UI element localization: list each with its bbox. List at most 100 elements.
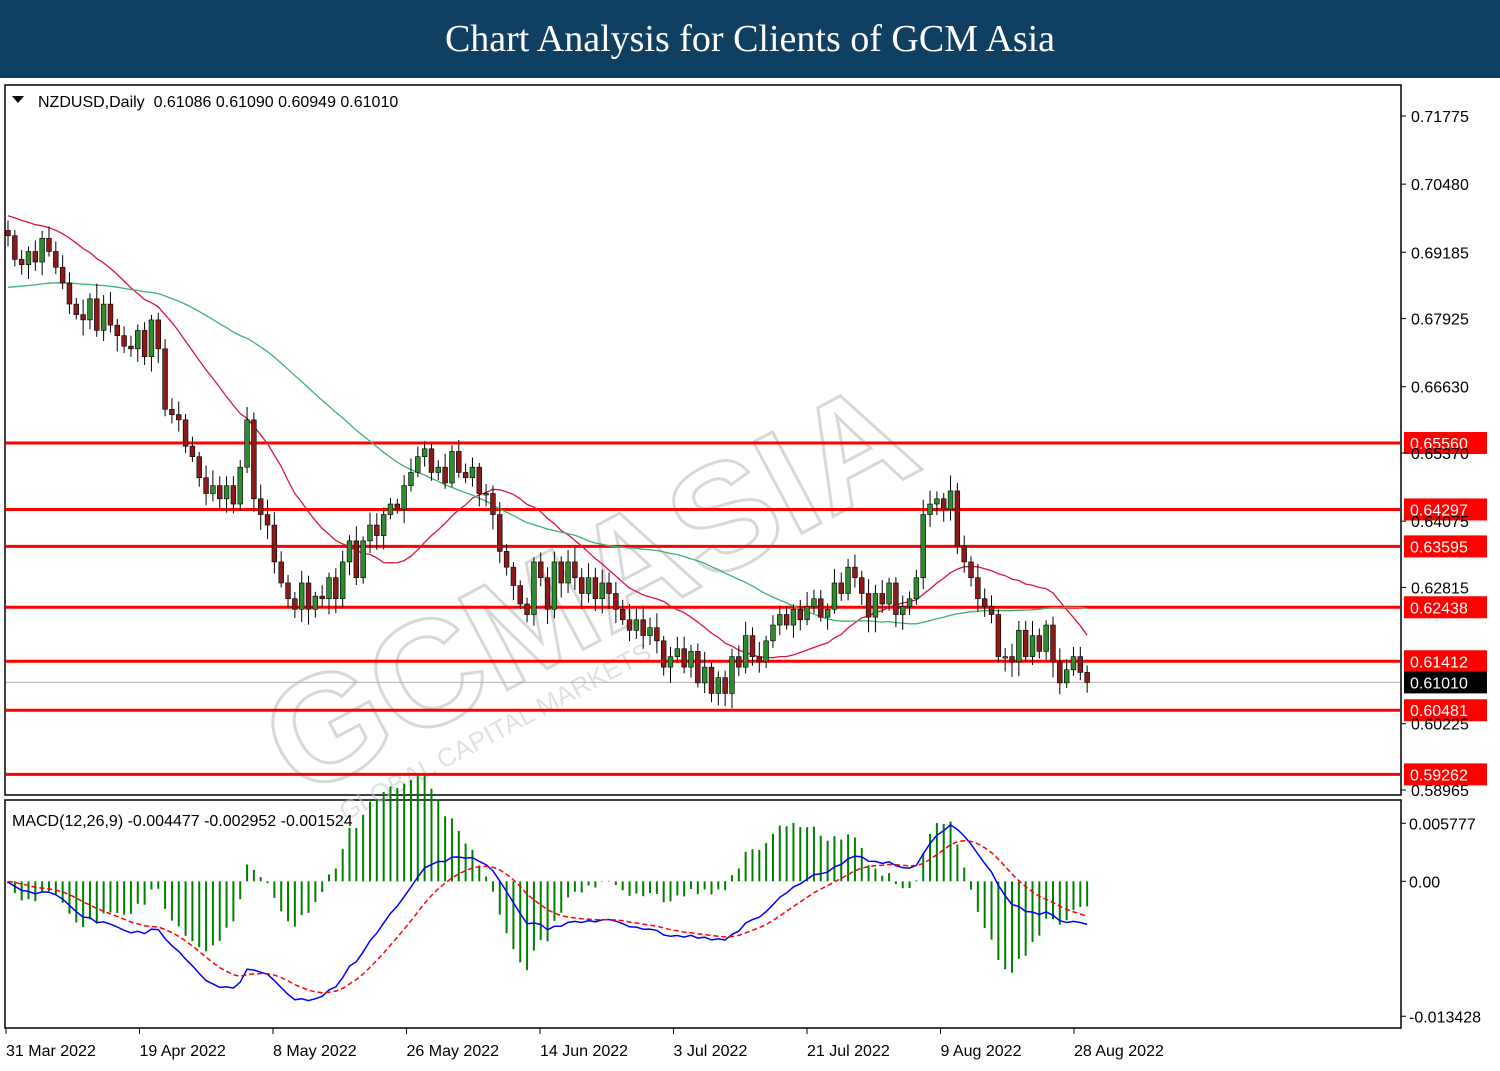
candle-body (217, 485, 223, 500)
y-tick-label: 0.62815 (1411, 580, 1469, 597)
candle-body (1057, 661, 1063, 684)
candle-body (319, 595, 325, 600)
candle-body (490, 493, 496, 515)
candle-body (25, 251, 32, 265)
candle-body (135, 330, 141, 350)
candle-body (210, 485, 216, 494)
candle-body (818, 598, 824, 618)
level-label: 0.60481 (1410, 703, 1468, 720)
candle-body (572, 561, 578, 578)
candle-body (415, 456, 421, 473)
candle-body (196, 456, 202, 479)
candle-body (326, 577, 332, 600)
candle-body (988, 606, 995, 615)
candle-body (203, 477, 209, 494)
candle-body (312, 595, 319, 610)
candle-body (715, 677, 722, 694)
candle-body (46, 238, 52, 252)
macd-tick-label: -0.013428 (1409, 1009, 1481, 1026)
level-label: 0.62438 (1410, 600, 1468, 617)
candle-body (708, 666, 715, 694)
x-tick-label: 8 May 2022 (273, 1043, 357, 1060)
candle-body (538, 561, 544, 578)
x-tick-label: 28 Aug 2022 (1074, 1043, 1164, 1060)
candle-body (838, 582, 844, 594)
candles (5, 220, 1090, 709)
candle-body (961, 545, 967, 563)
candle-body (449, 451, 455, 484)
candle-body (497, 514, 503, 552)
candle-body (339, 561, 346, 600)
candle-body (1063, 669, 1070, 684)
candle-body (305, 582, 312, 610)
candle-body (913, 577, 920, 600)
macd-header: MACD(12,26,9) -0.004477 -0.002952 -0.001… (12, 813, 353, 830)
candle-body (264, 514, 271, 526)
candle-body (565, 561, 571, 584)
candle-body (654, 627, 660, 642)
candle-body (579, 577, 585, 594)
candle-body (968, 561, 974, 578)
candle-body (544, 577, 551, 610)
candle-body (1016, 630, 1022, 663)
y-tick-label: 0.60225 (1411, 717, 1469, 734)
candle-body (141, 330, 148, 358)
candle-body (182, 419, 189, 447)
level-label-bg (1404, 763, 1487, 786)
candle-body (777, 614, 783, 626)
y-tick-label: 0.71775 (1411, 109, 1469, 126)
candle-body (32, 251, 39, 263)
level-label-bg (1404, 498, 1487, 521)
x-tick-label: 9 Aug 2022 (941, 1043, 1022, 1060)
candle-body (804, 606, 810, 621)
candle-body (292, 598, 298, 610)
candle-body (169, 409, 175, 415)
candle-body (613, 593, 619, 610)
levels-layer: 0.65560 0.64297 0.63595 0.62438 0.61412 0.604… (6, 432, 1487, 786)
candle-body (258, 498, 264, 515)
candle-body (360, 540, 366, 578)
macd-panel (4, 799, 1402, 1029)
y-tick-label: 0.66630 (1411, 380, 1469, 397)
candle-body (251, 419, 257, 500)
ma-slow-line (7, 282, 1088, 625)
macd-signal-line (7, 839, 1088, 994)
candle-body (763, 640, 769, 663)
candle-body (975, 577, 981, 600)
y-tick-label: 0.70480 (1411, 177, 1469, 194)
candle-body (80, 314, 86, 321)
candle-body (981, 598, 988, 607)
candle-body (900, 606, 906, 615)
candle-body (155, 319, 161, 350)
y-tick-label: 0.64075 (1411, 514, 1469, 531)
candle-body (879, 593, 885, 605)
current-price-bg (1404, 671, 1487, 694)
candle-body (353, 540, 360, 578)
candle-body (121, 335, 127, 347)
candle-body (469, 466, 476, 479)
candle-body (278, 561, 284, 584)
candle-body (18, 259, 25, 265)
candle-body (59, 266, 66, 284)
candle-body (790, 608, 797, 626)
collapse-triangle-icon[interactable] (12, 96, 24, 103)
macd-layer: 0.005777 0.00 -0.013428 (7, 775, 1481, 1026)
candle-body (1029, 635, 1036, 657)
candle-body (633, 619, 640, 631)
candle-body (189, 445, 196, 457)
candle-body (906, 598, 913, 607)
candle-body (927, 503, 933, 515)
candle-body (736, 656, 742, 668)
candle-body (401, 485, 407, 510)
candle-body (756, 656, 763, 663)
candle-body (845, 566, 851, 594)
candle-body (1043, 624, 1049, 652)
candle-body (770, 624, 776, 642)
candle-body (333, 577, 339, 600)
candle-body (421, 448, 428, 457)
candle-body (244, 419, 250, 468)
candle-body (1036, 635, 1043, 652)
candle-body (346, 540, 353, 563)
level-label: 0.64297 (1410, 502, 1468, 519)
candle-body (797, 608, 803, 621)
